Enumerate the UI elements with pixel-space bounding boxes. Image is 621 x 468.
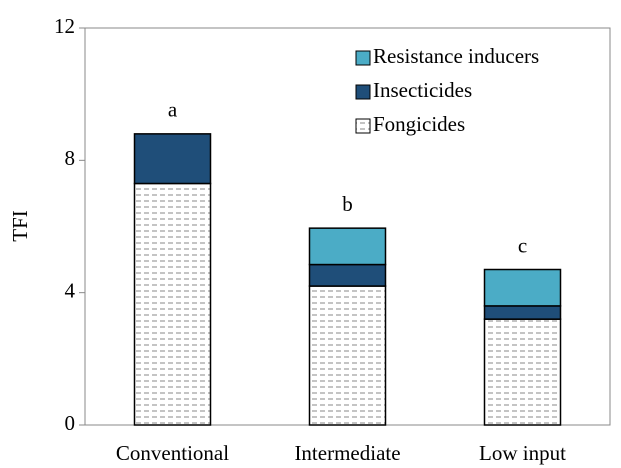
- bar-segment: [308, 263, 387, 287]
- y-tick-label: 12: [54, 14, 75, 38]
- y-tick-label: 4: [65, 278, 76, 302]
- bar-segment: [133, 133, 212, 185]
- y-tick-label: 0: [65, 411, 76, 435]
- bar-segment: [308, 285, 387, 426]
- legend-label: Fongicides: [373, 112, 465, 136]
- x-tick-label: Low input: [479, 441, 566, 465]
- legend-swatch: [355, 84, 371, 100]
- bar-segment: [483, 318, 562, 426]
- bar-segment: [483, 268, 562, 307]
- bar-annotation: a: [168, 98, 178, 122]
- legend-label: Insecticides: [373, 78, 472, 102]
- y-tick-label: 8: [65, 146, 76, 170]
- x-tick-label: Intermediate: [294, 441, 400, 465]
- legend-label: Resistance inducers: [373, 44, 539, 68]
- legend-swatch: [355, 118, 371, 134]
- bar-annotation: b: [342, 192, 353, 216]
- x-tick-label: Conventional: [116, 441, 229, 465]
- legend-swatch: [355, 50, 371, 66]
- y-axis-label: TFI: [8, 210, 32, 242]
- bar-segment: [483, 305, 562, 320]
- bar-segment: [133, 182, 212, 426]
- bar-segment: [308, 227, 387, 266]
- bar-annotation: c: [518, 233, 527, 257]
